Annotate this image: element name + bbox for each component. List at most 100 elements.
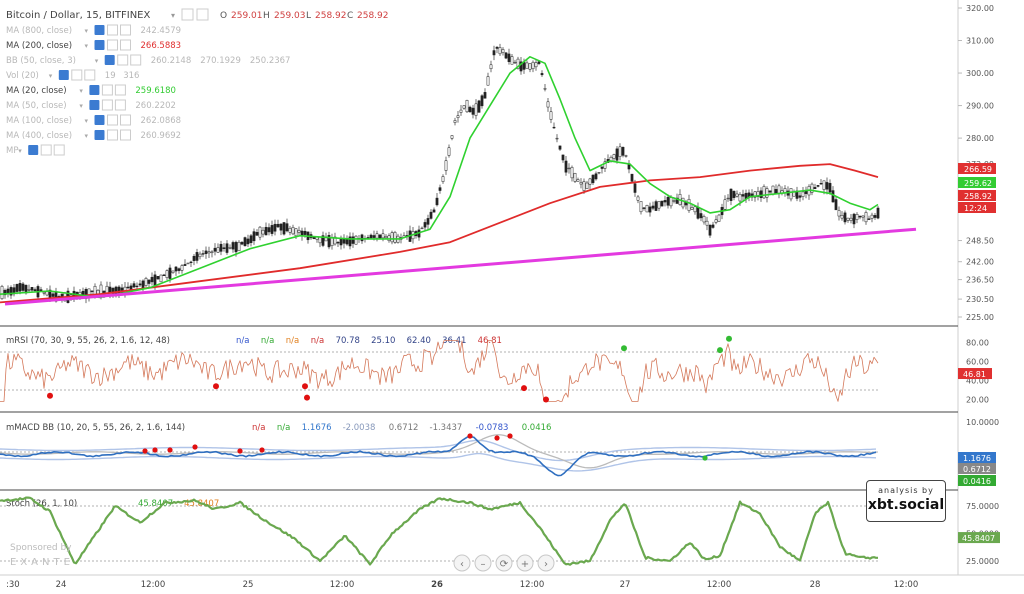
rsi-value: 25.10 bbox=[371, 336, 395, 346]
candle-body bbox=[192, 255, 196, 261]
eye-icon[interactable] bbox=[94, 130, 105, 140]
eye-icon[interactable] bbox=[104, 55, 115, 65]
close-icon[interactable] bbox=[84, 69, 96, 81]
candle-body bbox=[819, 183, 823, 185]
candle-body bbox=[495, 46, 499, 49]
price-axis: 320.00310.00300.00290.00280.00272.00248.… bbox=[958, 4, 996, 322]
dropdown-arrow-icon[interactable]: ▾ bbox=[171, 11, 175, 20]
close-icon[interactable] bbox=[120, 24, 131, 36]
gear-icon[interactable] bbox=[40, 144, 52, 156]
indicator-value: 259.6180 bbox=[135, 86, 176, 96]
close-icon[interactable] bbox=[130, 54, 142, 66]
indicator-value: 242.4579 bbox=[141, 26, 182, 36]
candle-body bbox=[873, 215, 877, 218]
candle-body bbox=[789, 188, 793, 200]
close-icon[interactable] bbox=[120, 114, 131, 126]
gear-icon[interactable] bbox=[101, 84, 113, 96]
macd-value: 0.0416 bbox=[522, 423, 552, 433]
zoom-button[interactable] bbox=[453, 554, 471, 572]
zoom-button[interactable] bbox=[537, 554, 555, 572]
close-icon[interactable] bbox=[120, 39, 131, 51]
candle-body bbox=[429, 211, 433, 219]
eye-icon[interactable] bbox=[94, 40, 105, 50]
gear-icon[interactable] bbox=[107, 114, 118, 126]
gear-icon[interactable] bbox=[107, 24, 118, 36]
eye-icon[interactable] bbox=[89, 100, 100, 110]
macd-badge-text: 0.0416 bbox=[963, 477, 991, 486]
candle-body bbox=[279, 223, 283, 231]
eye-icon[interactable] bbox=[94, 115, 105, 125]
gear-icon[interactable] bbox=[107, 129, 118, 141]
candle-body bbox=[156, 276, 160, 280]
dropdown-arrow-icon[interactable]: ▾ bbox=[85, 27, 89, 35]
candle-body bbox=[345, 238, 349, 245]
eye-icon[interactable] bbox=[58, 70, 69, 80]
dropdown-arrow-icon[interactable]: ▾ bbox=[95, 57, 99, 65]
gear-icon[interactable] bbox=[107, 39, 118, 51]
ma200-line bbox=[0, 163, 879, 304]
zoom-button-icon: ⟳ bbox=[500, 559, 509, 570]
symbol-title[interactable]: Bitcoin / Dollar, 15, BITFINEX bbox=[6, 10, 150, 21]
candle-body bbox=[267, 227, 271, 233]
candle-body bbox=[435, 197, 439, 206]
candle-body bbox=[618, 146, 622, 157]
candle-body bbox=[225, 243, 229, 253]
rsi-signal-dot bbox=[521, 385, 527, 392]
candle-body bbox=[327, 235, 331, 248]
low-value: 258.92 bbox=[315, 11, 347, 21]
eye-icon[interactable] bbox=[94, 25, 105, 35]
candle-body bbox=[261, 229, 265, 235]
dropdown-arrow-icon[interactable]: ▾ bbox=[49, 72, 53, 80]
time-tick-label: 12:00 bbox=[894, 580, 919, 590]
time-tick-label: 12:00 bbox=[330, 580, 355, 590]
candle-body bbox=[348, 236, 352, 247]
rsi-signal-dot bbox=[543, 396, 549, 403]
close-icon[interactable] bbox=[114, 84, 126, 96]
price-tick-label: 248.50 bbox=[966, 237, 994, 246]
time-tick-label: 24 bbox=[56, 580, 67, 590]
gear-icon[interactable] bbox=[71, 69, 83, 81]
candle-body bbox=[132, 283, 136, 288]
close-icon[interactable] bbox=[53, 144, 65, 156]
macd-signal-dot bbox=[192, 444, 198, 450]
dropdown-arrow-icon[interactable]: ▾ bbox=[79, 87, 83, 95]
chart-close-button[interactable] bbox=[196, 8, 209, 21]
rsi-signal-dot bbox=[302, 383, 308, 390]
candle-body bbox=[687, 199, 691, 211]
candle-body bbox=[171, 270, 175, 273]
dropdown-arrow-icon[interactable]: ▾ bbox=[85, 117, 89, 125]
zoom-button[interactable] bbox=[516, 554, 534, 572]
zoom-button[interactable] bbox=[495, 554, 513, 572]
dropdown-arrow-icon[interactable]: ▾ bbox=[85, 132, 89, 140]
gear-icon[interactable] bbox=[101, 99, 113, 111]
candle-body bbox=[615, 148, 619, 161]
candle-body bbox=[354, 235, 358, 245]
candle-body bbox=[375, 233, 379, 239]
close-icon[interactable] bbox=[114, 99, 126, 111]
macd-badge bbox=[958, 475, 996, 486]
dropdown-arrow-icon[interactable]: ▾ bbox=[18, 147, 22, 155]
candle-body bbox=[258, 226, 262, 238]
gear-icon[interactable] bbox=[117, 54, 129, 66]
zoom-button[interactable] bbox=[474, 554, 492, 572]
eye-icon[interactable] bbox=[89, 85, 100, 95]
candle-body bbox=[33, 289, 37, 292]
candle-body bbox=[0, 286, 4, 300]
candle-body bbox=[288, 228, 292, 233]
close-icon[interactable] bbox=[120, 129, 131, 141]
candle-body bbox=[459, 109, 463, 113]
candle-body bbox=[840, 215, 844, 219]
candle-body bbox=[621, 146, 625, 156]
eye-icon[interactable] bbox=[28, 145, 39, 155]
dropdown-arrow-icon[interactable]: ▾ bbox=[85, 42, 89, 50]
candle-body bbox=[645, 205, 649, 213]
sponsor-brand[interactable]: EXANTE bbox=[10, 557, 74, 568]
candle-body bbox=[597, 172, 601, 174]
price-badge bbox=[958, 177, 996, 188]
candle-body bbox=[639, 201, 643, 213]
dropdown-arrow-icon[interactable]: ▾ bbox=[79, 102, 83, 110]
candle-body bbox=[51, 293, 55, 297]
chart-settings-button[interactable] bbox=[181, 8, 194, 21]
indicator-value: 260.9692 bbox=[141, 131, 182, 141]
